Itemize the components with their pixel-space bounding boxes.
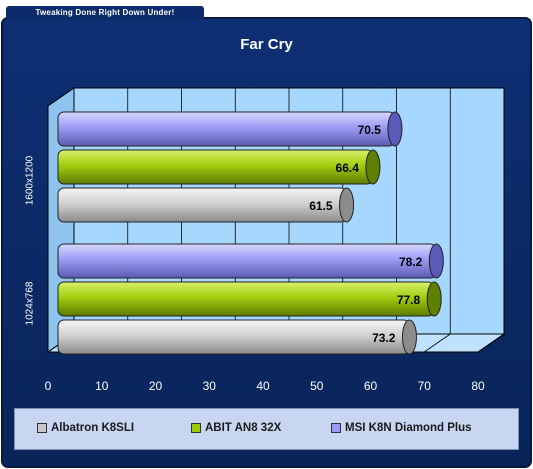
bar-1600x1200-series-0: 61.5 xyxy=(57,187,355,223)
bar-value-label: 61.5 xyxy=(309,199,333,213)
bar-end-cap xyxy=(428,243,444,279)
bar-value-label: 77.8 xyxy=(397,293,421,307)
legend-label: Albatron K8SLI xyxy=(51,422,135,434)
legend: Albatron K8SLI ABIT AN8 32X MSI K8N Diam… xyxy=(14,408,519,450)
bar-value-label: 78.2 xyxy=(399,255,423,269)
bar-body xyxy=(57,319,410,355)
bar-1024x768-series-0: 73.2 xyxy=(57,319,417,355)
bar-body xyxy=(57,149,374,185)
x-tick-label: 50 xyxy=(310,379,324,393)
bar-end-cap xyxy=(339,187,355,223)
bar-value-label: 66.4 xyxy=(336,161,360,175)
bar-body xyxy=(57,281,435,317)
bar-1024x768-series-2: 78.2 xyxy=(57,243,444,279)
gridline-floor xyxy=(424,333,451,353)
bar-end-cap xyxy=(365,149,381,185)
bar-end-cap xyxy=(426,281,442,317)
site-banner: Tweaking Done Right Down Under! xyxy=(6,6,204,20)
bar-body xyxy=(57,111,396,147)
x-tick-label: 80 xyxy=(471,379,485,393)
bar-end-cap xyxy=(401,319,417,355)
x-tick-label: 30 xyxy=(203,379,217,393)
bar-1600x1200-series-2: 70.5 xyxy=(57,111,403,147)
bars-layer: 70.5 66.4 61.5 78.2 77.8 73.2 xyxy=(57,111,444,355)
legend-label: ABIT AN8 32X xyxy=(205,422,282,434)
bar-body xyxy=(57,187,348,223)
bar-end-cap xyxy=(387,111,403,147)
x-tick-label: 40 xyxy=(256,379,270,393)
x-axis-ticks: 0 10 20 30 40 50 60 70 80 xyxy=(45,379,485,393)
x-tick-label: 0 xyxy=(45,379,52,393)
legend-swatch xyxy=(331,423,341,433)
chart-title: Far Cry xyxy=(240,36,293,53)
y-category-label-1600x1200: 1600x1200 xyxy=(24,155,36,205)
legend-item-abit: ABIT AN8 32X xyxy=(191,421,281,435)
bar-1600x1200-series-1: 66.4 xyxy=(57,149,381,185)
bar-value-label: 73.2 xyxy=(372,331,396,345)
bar-value-label: 70.5 xyxy=(358,123,382,137)
legend-item-msi: MSI K8N Diamond Plus xyxy=(331,421,472,435)
y-category-label-1024x768: 1024x768 xyxy=(24,281,36,325)
legend-swatch xyxy=(191,423,201,433)
x-tick-label: 10 xyxy=(95,379,109,393)
legend-label: MSI K8N Diamond Plus xyxy=(345,422,472,434)
x-tick-label: 60 xyxy=(364,379,378,393)
gridline-floor xyxy=(477,333,505,353)
bar-1024x768-series-1: 77.8 xyxy=(57,281,442,317)
legend-swatch xyxy=(37,423,47,433)
x-tick-label: 70 xyxy=(418,379,432,393)
x-tick-label: 20 xyxy=(149,379,163,393)
legend-item-albatron: Albatron K8SLI xyxy=(37,421,134,435)
bar-body xyxy=(57,243,437,279)
